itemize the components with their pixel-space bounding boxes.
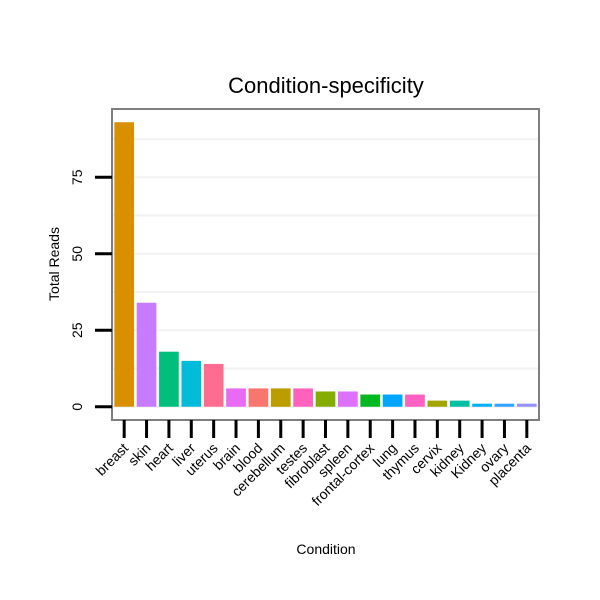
bar-spleen	[338, 391, 358, 407]
y-tick-label: 50	[69, 246, 85, 262]
chart-title: Condition-specificity	[228, 73, 424, 98]
bar-cerebellum	[270, 388, 291, 407]
bar-cervix	[427, 400, 448, 407]
bar-kidney	[449, 400, 470, 407]
bar-heart	[159, 351, 179, 407]
bar-liver	[181, 360, 202, 407]
x-axis-label: Condition	[296, 541, 355, 557]
bar-placenta	[516, 403, 537, 407]
x-axis: breastskinheartliveruterusbrainbloodcere…	[92, 420, 534, 509]
bar-thymus	[405, 394, 425, 407]
y-tick-label: 75	[69, 169, 85, 185]
bar-blood	[248, 388, 269, 407]
bar-brain	[226, 388, 246, 407]
bars-group	[114, 122, 537, 407]
bar-ovary	[494, 403, 515, 407]
bar-Kidney	[472, 403, 492, 407]
y-axis-label: Total Reads	[46, 227, 62, 301]
bar-lung	[382, 394, 403, 407]
bar-frontal-cortex	[360, 394, 381, 407]
bar-uterus	[203, 363, 224, 407]
y-tick-label: 25	[69, 322, 85, 338]
bar-testes	[293, 388, 313, 407]
bar-skin	[136, 302, 157, 407]
bar-fibroblast	[315, 391, 336, 407]
y-axis: 0 25 50 75	[69, 169, 112, 411]
bar-breast	[114, 122, 135, 407]
y-tick-label: 0	[69, 403, 85, 411]
